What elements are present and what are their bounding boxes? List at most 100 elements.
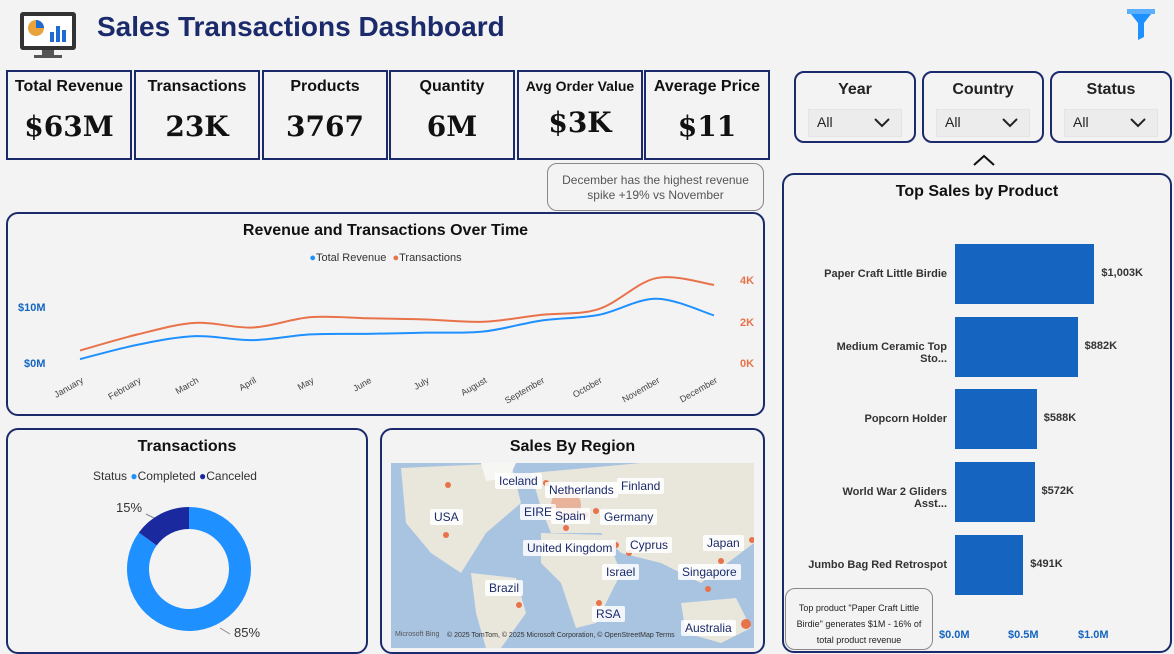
map-attribution[interactable]: © 2025 TomTom, © 2025 Microsoft Corporat… (447, 632, 675, 639)
bar-0[interactable] (955, 244, 1095, 304)
map-label-netherlands: Netherlands (545, 482, 618, 498)
bar-category-label: Medium Ceramic Top Sto... (836, 341, 947, 365)
bar-4[interactable] (955, 535, 1024, 595)
x-tick-label: March (174, 375, 201, 396)
x-tick-label: July (412, 375, 431, 392)
insight-text: December has the highest revenue spike +… (562, 173, 749, 202)
chevron-down-icon (1002, 118, 1018, 128)
kpi-label: Average Price (653, 78, 761, 95)
map-label-cyprus: Cyprus (626, 537, 673, 553)
year-dropdown[interactable]: All (808, 109, 902, 137)
status-dropdown[interactable]: All (1064, 109, 1158, 137)
x-tick-label: November (620, 375, 661, 404)
x-tick-label: October (571, 375, 604, 400)
insight-callout-product: Top product "Paper Craft Little Birdie" … (785, 588, 933, 650)
chart-title: Transactions (137, 438, 237, 455)
bar-3[interactable] (955, 462, 1035, 522)
right-axis-tick: 4K (740, 275, 754, 287)
bar-2[interactable] (955, 389, 1037, 449)
x-tick-label: February (106, 375, 143, 402)
donut-label-canceled: 15% (116, 500, 142, 515)
country-dropdown[interactable]: All (936, 109, 1030, 137)
bar-value-label: $1,003K (1101, 267, 1143, 279)
map-label-spain: Spain (551, 508, 590, 524)
donut-label-completed: 85% (234, 625, 260, 640)
legend-canceled: Canceled (206, 469, 257, 483)
map-label-rsa: RSA (592, 606, 625, 622)
bar-category-label: Jumbo Bag Red Retrospot (808, 559, 947, 571)
bar-category-label: World War 2 Gliders Asst... (842, 486, 947, 510)
legend-revenue: Total Revenue (315, 252, 387, 264)
slicer-country[interactable]: Country All (922, 71, 1044, 143)
bar-category-label: Paper Craft Little Birdie (824, 268, 947, 280)
kpi-label: Quantity (419, 78, 485, 95)
slicer-value: All (945, 114, 961, 130)
kpi-label: Transactions (147, 78, 247, 95)
bar-category-label: Popcorn Holder (864, 413, 947, 425)
kpi-label: Avg Order Value (525, 78, 635, 94)
donut-slice-completed (126, 507, 251, 631)
line-chart: $10M $0M 4K 2K 0K January February March April Ma… (18, 275, 754, 406)
x-axis-tick: $0.0M (939, 629, 970, 641)
slicer-title: Year (838, 81, 872, 98)
kpi-value: 23K (165, 110, 229, 143)
map-label-israel: Israel (602, 564, 640, 580)
slicer-year[interactable]: Year All (794, 71, 916, 143)
sales-by-region-card: Sales By Region Iceland N (380, 428, 765, 654)
map-label-iceland: Iceland (495, 473, 542, 489)
x-tick-label: April (237, 375, 258, 393)
bar-chart: Paper Craft Little Birdie $1,003K Medium C… (784, 175, 1170, 651)
kpi-value: 6M (426, 110, 478, 143)
x-axis-tick: $0.5M (1008, 629, 1039, 641)
bar-value-label: $882K (1084, 340, 1118, 352)
slicer-status[interactable]: Status All (1050, 71, 1172, 143)
leader-line (219, 627, 231, 635)
donut-chart: 85% 15% (116, 500, 260, 640)
kpi-value: $63M (24, 110, 114, 143)
region-map[interactable]: Iceland Netherlands Finland USA EIRE Spa… (391, 463, 754, 648)
left-axis-tick: $0M (24, 358, 45, 370)
bar-value-label: $491K (1030, 558, 1063, 570)
x-tick-label: June (351, 375, 373, 393)
right-axis-tick: 2K (740, 317, 754, 329)
kpi-average-price: Average Price $11 (644, 70, 770, 160)
map-label-united-kingdom: United Kingdom (523, 540, 617, 556)
funnel-icon (1127, 9, 1155, 40)
x-tick-label: August (459, 375, 489, 398)
slicer-value: All (817, 114, 833, 130)
kpi-total-revenue: Total Revenue $63M (6, 70, 132, 160)
map-label-eire: EIRE (520, 504, 557, 520)
insight-callout: December has the highest revenue spike +… (547, 163, 764, 211)
right-axis-tick: 0K (740, 358, 754, 370)
transactions-status-card: Transactions Status ●Completed ●Canceled… (6, 428, 368, 654)
kpi-quantity: Quantity 6M (389, 70, 515, 160)
kpi-value: $3K (548, 106, 612, 139)
kpi-label: Total Revenue (14, 78, 124, 95)
chart-title: Sales By Region (509, 438, 636, 455)
bar-value-label: $588K (1043, 412, 1077, 424)
x-tick-label: May (296, 375, 316, 392)
chevron-up-icon[interactable] (971, 153, 997, 167)
kpi-value: $11 (677, 110, 737, 143)
map-label-brazil: Brazil (485, 580, 524, 596)
chevron-down-icon (874, 118, 890, 128)
insight-text: Top product "Paper Craft Little Birdie" … (796, 603, 922, 645)
kpi-avg-order-value: Avg Order Value $3K (517, 70, 643, 160)
slicer-value: All (1073, 114, 1089, 130)
filter-button[interactable] (1124, 6, 1158, 42)
legend-title: Status (93, 469, 128, 483)
map-label-australia: Australia (681, 620, 736, 636)
map-label-finland: Finland (617, 478, 665, 494)
slicer-title: Country (952, 81, 1014, 98)
map-label-germany: Germany (600, 509, 658, 525)
x-tick-label: September (503, 375, 546, 406)
header-logo (18, 8, 78, 60)
left-axis-tick: $10M (18, 302, 46, 314)
kpi-label: Products (290, 78, 360, 95)
map-label-usa: USA (430, 509, 463, 525)
bar-1[interactable] (955, 317, 1078, 377)
legend-transactions: Transactions (399, 252, 462, 264)
kpi-products: Products 3767 (262, 70, 388, 160)
donut-legend: Status ●Completed ●Canceled (93, 469, 257, 483)
legend-completed: Completed (137, 469, 196, 483)
